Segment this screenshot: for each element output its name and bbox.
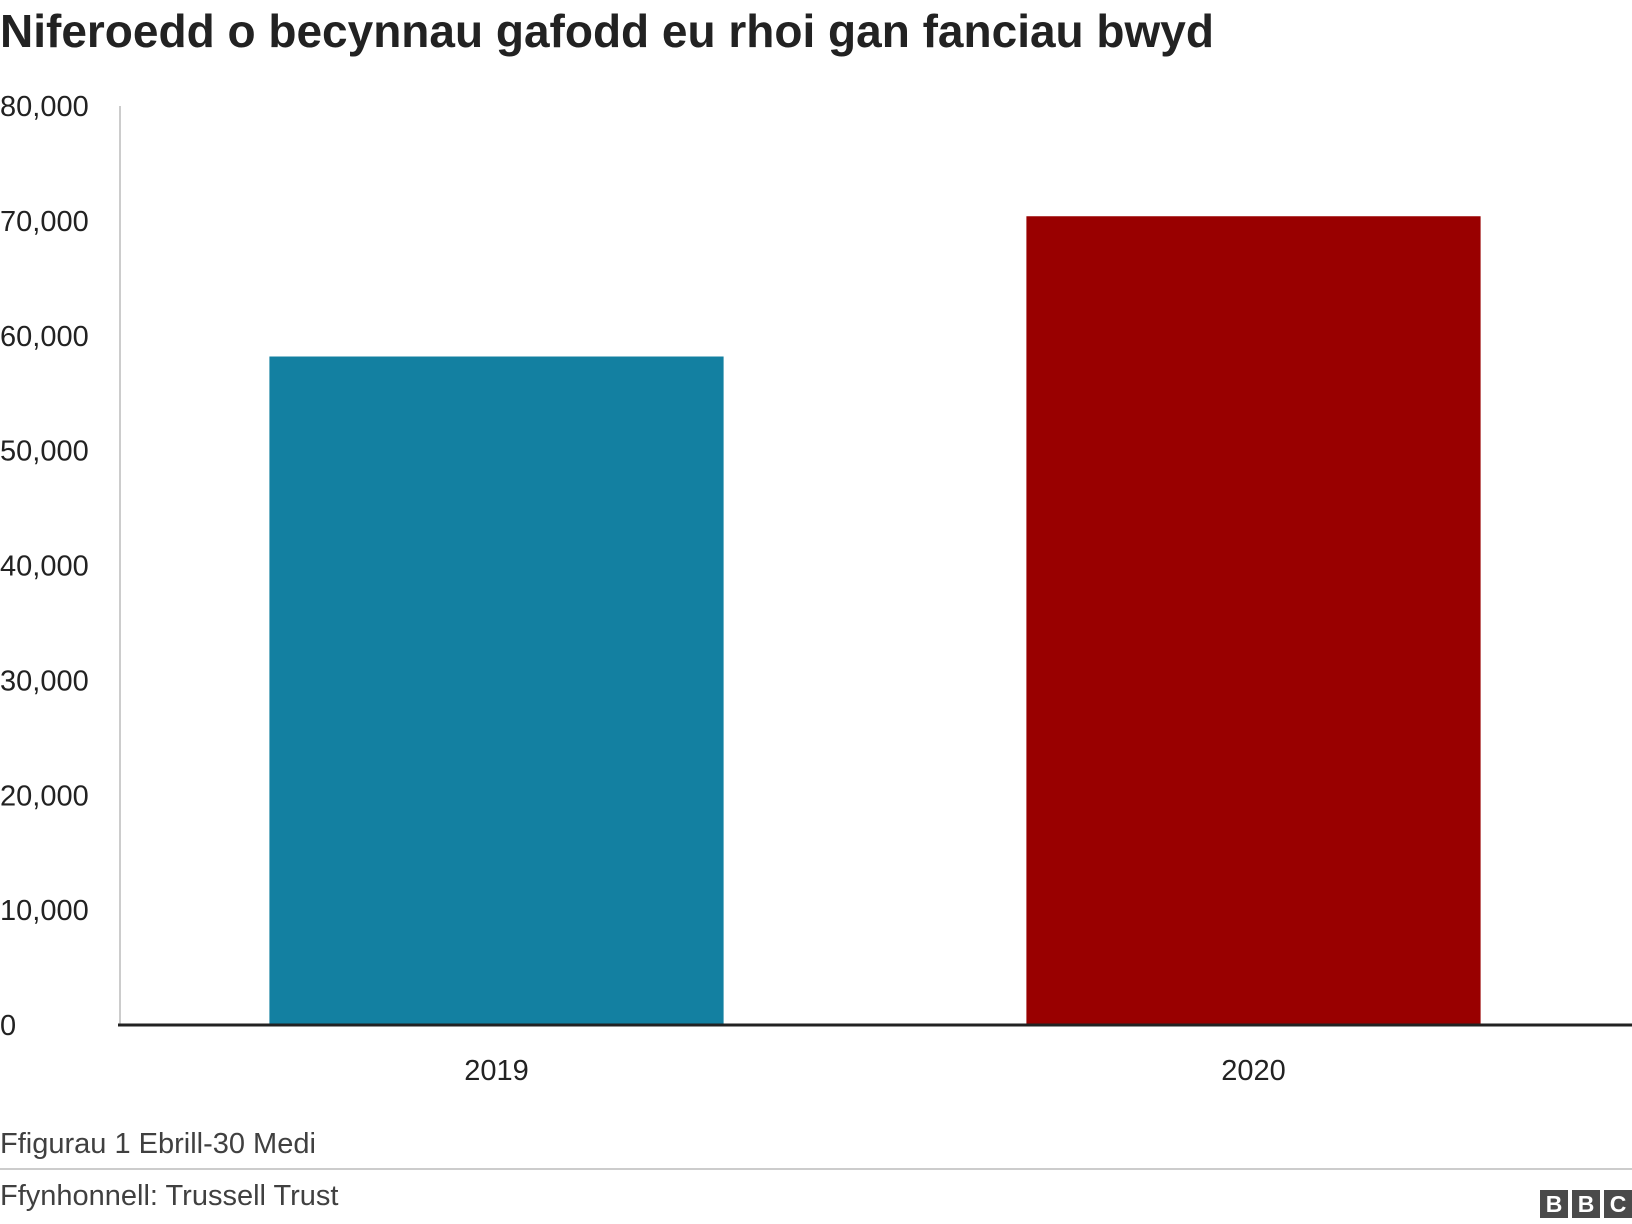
- chart-source: Ffynhonnell: Trussell Trust: [0, 1180, 339, 1212]
- y-tick-label: 70,000: [0, 206, 89, 238]
- x-tick-label: 2019: [464, 1055, 529, 1087]
- y-tick-label: 80,000: [0, 91, 89, 123]
- y-tick-label: 10,000: [0, 895, 89, 927]
- y-tick-label: 50,000: [0, 436, 89, 468]
- y-tick-label: 0: [0, 1010, 16, 1042]
- y-tick-label: 40,000: [0, 551, 89, 583]
- bbc-logo-letter: C: [1604, 1190, 1632, 1218]
- x-tick-label: 2020: [1221, 1055, 1286, 1087]
- bbc-logo: B B C: [1540, 1190, 1632, 1218]
- chart-note: Ffigurau 1 Ebrill-30 Medi: [0, 1128, 316, 1160]
- y-tick-label: 20,000: [0, 780, 89, 812]
- bbc-logo-letter: B: [1572, 1190, 1600, 1218]
- footer-divider: [0, 1168, 1632, 1170]
- bbc-logo-letter: B: [1540, 1190, 1568, 1218]
- bar-2020: [1026, 216, 1481, 1025]
- chart-plot: 0 10,000 20,000 30,000 40,000 50,000 60,000 70,…: [0, 91, 1632, 1087]
- chart-title: Niferoedd o becynnau gafodd eu rhoi gan …: [0, 5, 1214, 57]
- y-tick-label: 60,000: [0, 321, 89, 353]
- bar-2019: [269, 356, 724, 1025]
- y-tick-label: 30,000: [0, 665, 89, 697]
